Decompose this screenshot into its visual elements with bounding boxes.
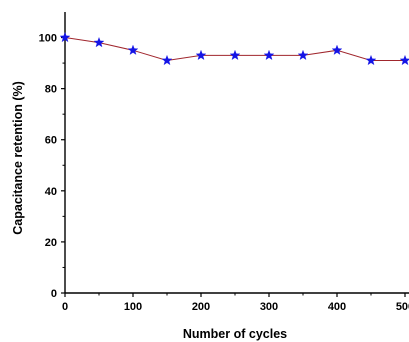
y-tick-label: 0 [51, 288, 57, 300]
x-tick-label: 200 [192, 301, 210, 313]
star-marker [263, 49, 275, 60]
y-axis-label: Capacitance retention (%) [11, 81, 25, 235]
y-tick-label: 100 [39, 33, 57, 45]
x-tick-label: 0 [62, 301, 68, 313]
x-tick-label: 300 [260, 301, 278, 313]
y-ticks: 0 20 40 60 80 100 [39, 33, 65, 300]
x-tick-label: 100 [124, 301, 142, 313]
star-marker [297, 49, 309, 60]
star-marker [127, 44, 139, 55]
star-marker [93, 37, 105, 48]
y-tick-label: 20 [45, 237, 57, 249]
data-series [59, 31, 409, 66]
x-axis-label: Number of cycles [183, 327, 287, 341]
x-ticks: 0 100 200 300 400 500 [62, 293, 409, 313]
x-tick-label: 400 [328, 301, 346, 313]
x-tick-label: 500 [396, 301, 409, 313]
y-tick-label: 60 [45, 135, 57, 147]
y-tick-label: 80 [45, 84, 57, 96]
star-marker [229, 49, 241, 60]
star-marker [331, 44, 343, 55]
star-marker [161, 54, 173, 66]
axes [64, 12, 409, 294]
star-marker [195, 49, 207, 60]
star-marker [399, 54, 409, 66]
y-tick-label: 40 [45, 186, 57, 198]
star-marker [365, 54, 377, 66]
star-marker [59, 31, 71, 43]
